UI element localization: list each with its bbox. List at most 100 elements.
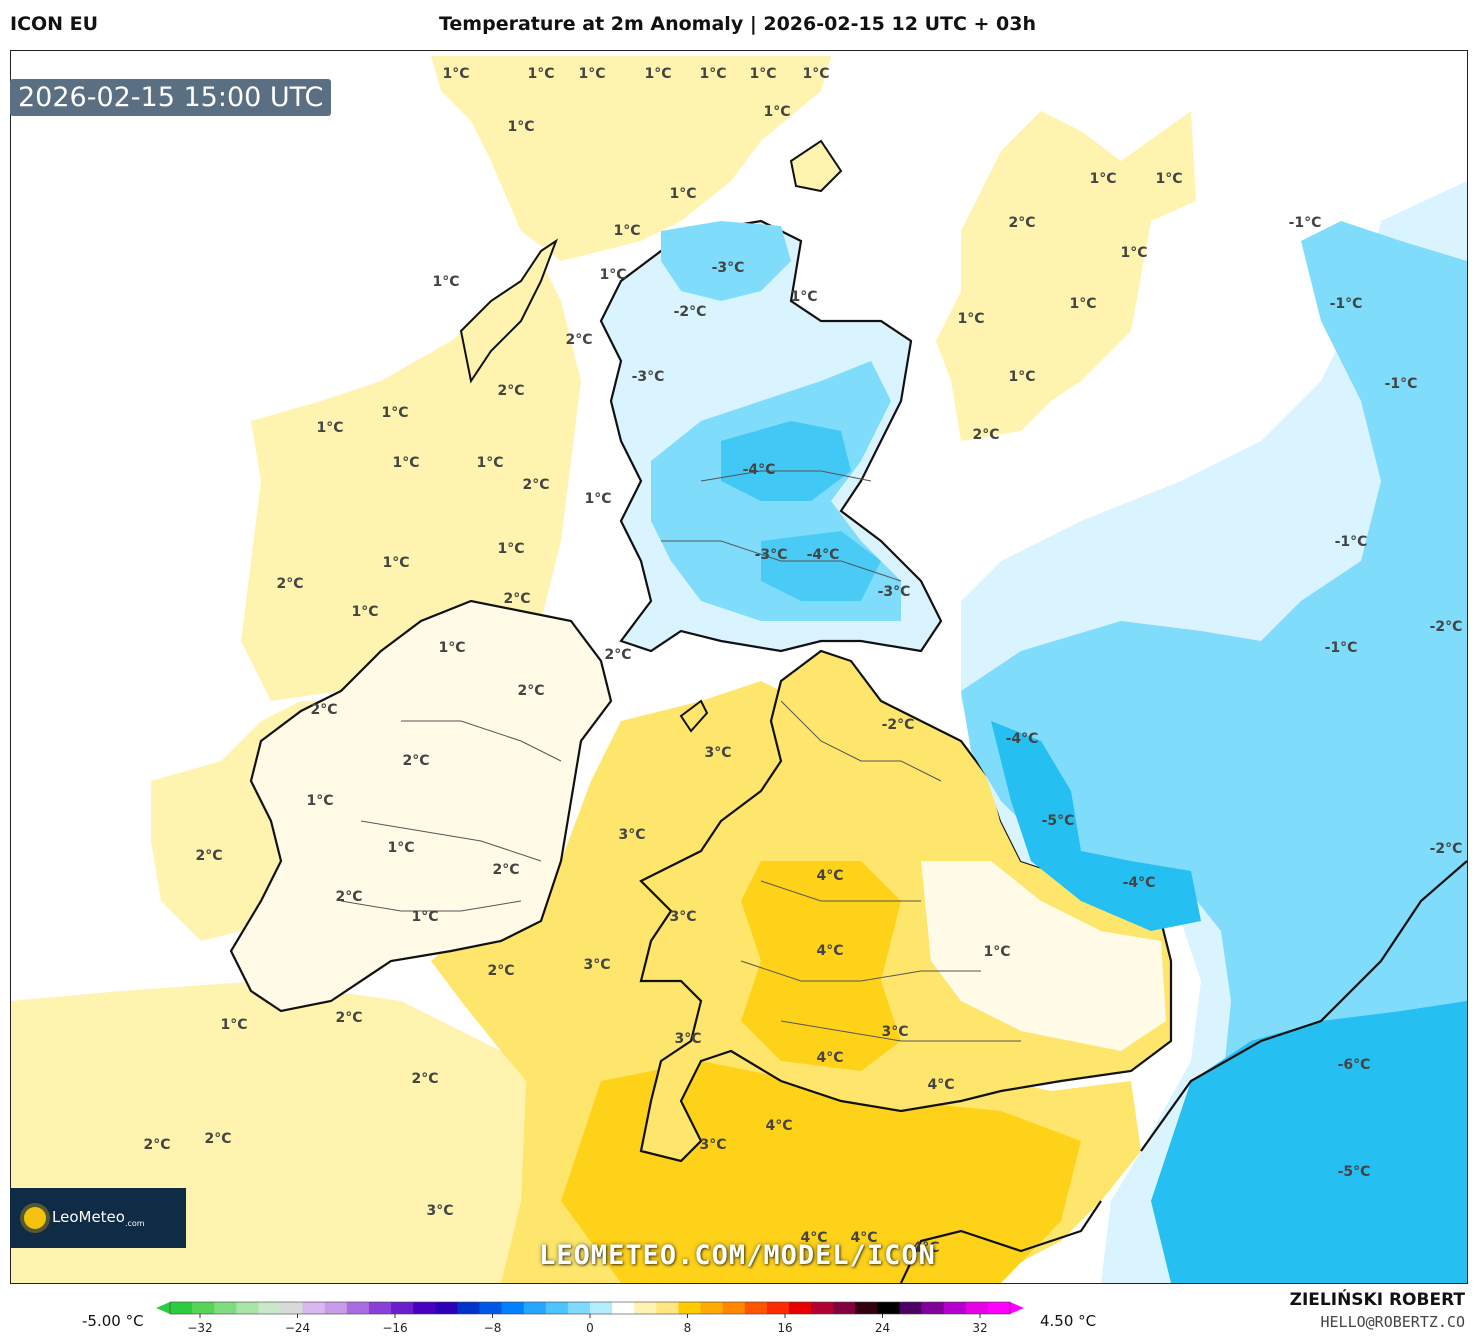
warm-anomaly-core: [561, 1061, 1081, 1283]
temperature-label: 1°C: [790, 289, 817, 305]
temperature-label: 3°C: [704, 745, 731, 761]
colorbar-segment: [192, 1302, 215, 1314]
temperature-label: -5°C: [1042, 813, 1075, 829]
temperature-label: -4°C: [1123, 875, 1156, 891]
temperature-label: 1°C: [442, 66, 469, 82]
colorbar-segment: [236, 1302, 259, 1314]
colorbar-segment: [170, 1302, 193, 1314]
scotland-cold-north: [661, 221, 791, 301]
temperature-label: -3°C: [632, 369, 665, 385]
temperature-label: 1°C: [507, 119, 534, 135]
scotland-cold-strong: [721, 421, 851, 501]
colorbar-tick-label: 8: [684, 1321, 692, 1335]
temperature-label: 2°C: [604, 647, 631, 663]
valid-time-badge: 2026-02-15 15:00 UTC: [10, 79, 332, 116]
colorbar-max-label: 4.50 °C: [1040, 1312, 1097, 1330]
colorbar-segment: [324, 1302, 348, 1314]
colorbar-segment: [943, 1302, 967, 1314]
temperature-label: 3°C: [881, 1024, 908, 1040]
temperature-label: 1°C: [306, 793, 333, 809]
temperature-label: -1°C: [1330, 296, 1363, 312]
temperature-label: 2°C: [204, 1131, 231, 1147]
temperature-label: -2°C: [1430, 841, 1463, 857]
colorbar-segment: [258, 1302, 282, 1314]
temperature-label: 1°C: [381, 405, 408, 421]
temperature-label: 3°C: [699, 1137, 726, 1153]
temperature-label: -1°C: [1289, 215, 1322, 231]
temperature-label: 1°C: [763, 104, 790, 120]
colorbar-segment: [590, 1302, 613, 1314]
colorbar-segment: [501, 1302, 525, 1314]
colorbar-segment: [435, 1302, 458, 1314]
colorbar-segment: [413, 1302, 436, 1314]
logo-text: LeoMeteo.com: [52, 1208, 145, 1228]
colorbar-segment: [722, 1302, 746, 1314]
temperature-label: 1°C: [699, 66, 726, 82]
temperature-label: 1°C: [220, 1017, 247, 1033]
colorbar-segment: [634, 1302, 657, 1314]
temperature-label: -3°C: [712, 260, 745, 276]
temperature-label: 3°C: [674, 1031, 701, 1047]
temperature-label: -2°C: [882, 717, 915, 733]
colorbar-segment: [214, 1302, 237, 1314]
colorbar-segment: [766, 1302, 790, 1314]
colorbar-segment: [899, 1302, 923, 1314]
colorbar-tick-label: −32: [187, 1321, 212, 1335]
temperature-label: 1°C: [527, 66, 554, 82]
temperature-label: 4°C: [816, 1050, 843, 1066]
temperature-label: 1°C: [983, 944, 1010, 960]
sun-icon: [24, 1207, 46, 1229]
temperature-label: 4°C: [816, 868, 843, 884]
colorbar-segment: [280, 1302, 304, 1314]
east-england-pale: [921, 861, 1166, 1051]
colorbar-max-arrow: [1010, 1302, 1024, 1314]
colorbar-segment: [965, 1302, 989, 1314]
colorbar-tick-label: −24: [285, 1321, 310, 1335]
temperature-label: 3°C: [669, 909, 696, 925]
temperature-label: -4°C: [1006, 731, 1039, 747]
colorbar-segment: [346, 1302, 370, 1314]
watermark-url: LEOMETEO.COM/MODEL/ICON: [539, 1240, 936, 1271]
temperature-label: 1°C: [1120, 245, 1147, 261]
colorbar-tick-label: −8: [484, 1321, 502, 1335]
temperature-label: 1°C: [351, 604, 378, 620]
temperature-label: -1°C: [1325, 640, 1358, 656]
temperature-label: -3°C: [755, 547, 788, 563]
northsea-cold-strong: [991, 721, 1201, 931]
temperature-label: 2°C: [517, 683, 544, 699]
temperature-label: 4°C: [765, 1118, 792, 1134]
temperature-label: 1°C: [432, 274, 459, 290]
leometeo-logo: LeoMeteo.com: [10, 1188, 186, 1248]
temperature-label: -3°C: [878, 584, 911, 600]
temperature-label: 2°C: [335, 889, 362, 905]
benelux-coast: [1140, 860, 1467, 1152]
temperature-label: 1°C: [497, 541, 524, 557]
temperature-label: 2°C: [335, 1010, 362, 1026]
isle-of-man: [679, 699, 709, 733]
colorbar-segment: [302, 1302, 326, 1314]
temperature-label: 2°C: [310, 702, 337, 718]
temperature-label: 1°C: [1155, 171, 1182, 187]
colorbar-segment: [855, 1302, 878, 1314]
temperature-label: 4°C: [850, 1230, 877, 1246]
temperature-label: -4°C: [743, 462, 776, 478]
temperature-label: 1°C: [1069, 296, 1096, 312]
temperature-label: 1°C: [644, 66, 671, 82]
colorbar-segment: [545, 1302, 569, 1314]
temperature-label: 4°C: [912, 1240, 939, 1256]
temperature-label: -4°C: [807, 547, 840, 563]
colorbar-segment: [987, 1302, 1011, 1314]
colorbar-segment: [567, 1302, 591, 1314]
colorbar-segment: [833, 1302, 856, 1314]
colorbar-tick-label: 24: [875, 1321, 890, 1335]
colorbar-segment: [612, 1302, 635, 1314]
temperature-label: 1°C: [387, 840, 414, 856]
temperature-label: 2°C: [411, 1071, 438, 1087]
temperature-label: 2°C: [143, 1137, 170, 1153]
temperature-label: 2°C: [276, 576, 303, 592]
northsea-cold-mid: [961, 221, 1467, 1283]
temperature-label: 2°C: [195, 848, 222, 864]
colorbar-segment: [811, 1302, 834, 1314]
temperature-label: 1°C: [382, 555, 409, 571]
warm-anomaly-northsea: [936, 111, 1196, 441]
